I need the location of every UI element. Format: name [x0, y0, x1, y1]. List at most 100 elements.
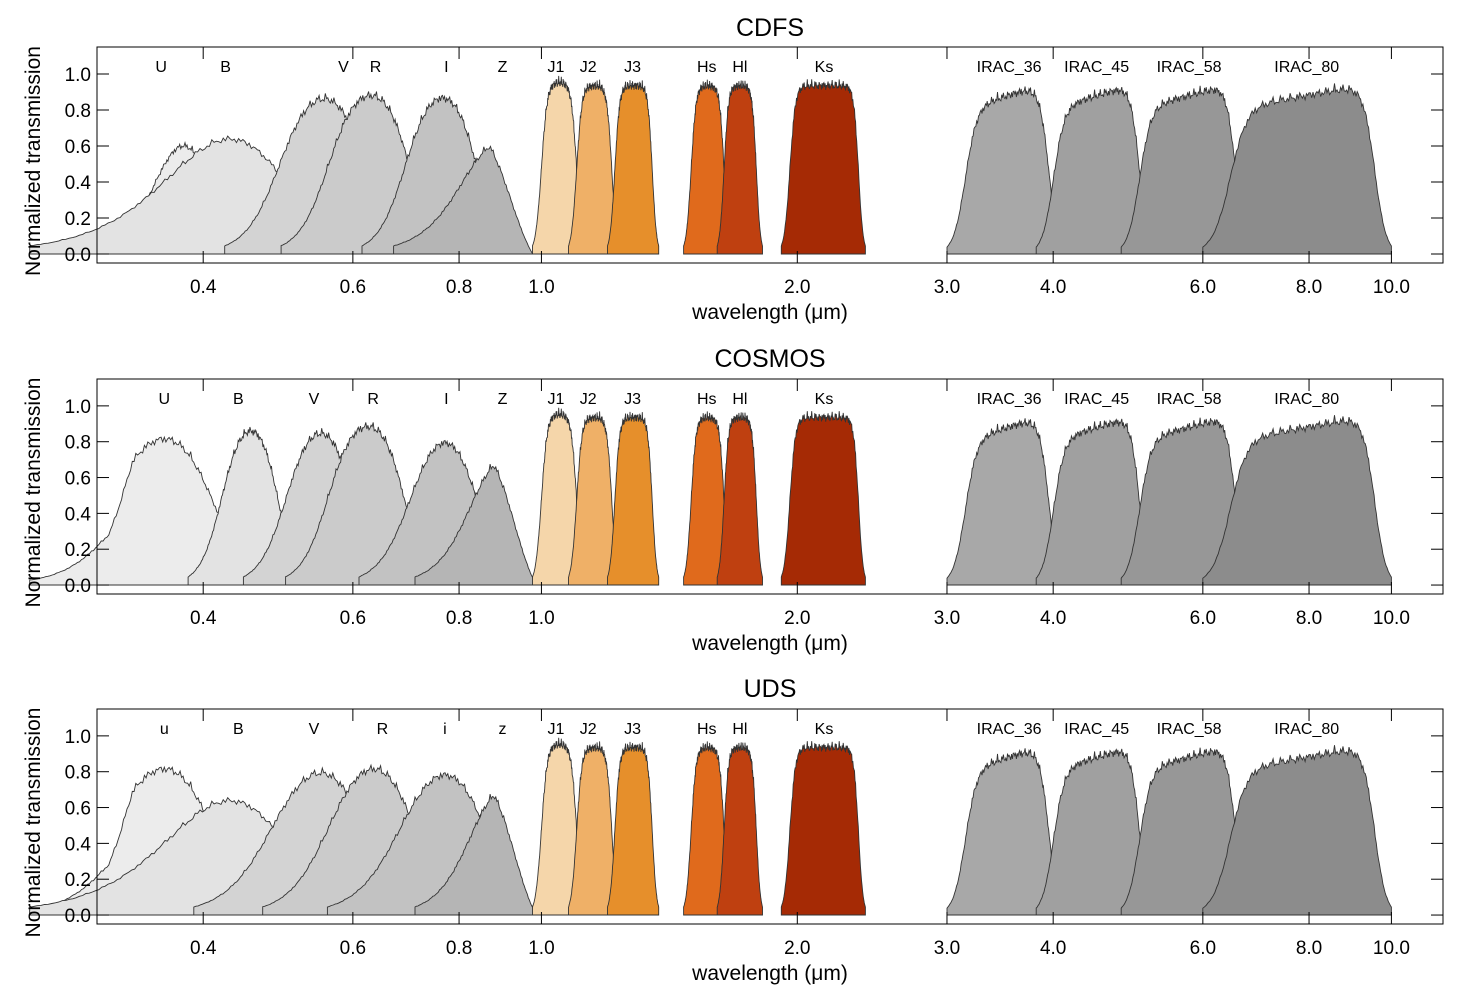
y-tick-label: 0.8	[65, 763, 91, 784]
x-tick-label: 0.6	[340, 608, 366, 629]
y-tick-label: 1.0	[65, 727, 91, 748]
filter-label-hl: Hl	[732, 59, 747, 76]
y-ticks: 0.0 0.2 0.4 0.6 0.8 1.0	[65, 65, 1443, 266]
filter-label-b: B	[233, 391, 244, 408]
x-tick-label: 6.0	[1190, 608, 1216, 629]
filter-labels: U B V R I Z J1 J2 J3 Hs Hl Ks IRAC_36 IRAC_45 IRAC_58 I…	[159, 391, 1340, 408]
filter-curve-irac_58	[1120, 747, 1249, 916]
filter-label-j1: J1	[547, 59, 564, 76]
filter-label-b: B	[220, 59, 231, 76]
y-tick-label: 0.4	[65, 173, 92, 194]
filter-curve-irac_45	[1035, 86, 1153, 255]
filter-curve-hl	[716, 80, 763, 255]
filter-label-irac_45: IRAC_45	[1064, 391, 1129, 408]
y-axis-label: Normalized transmission	[22, 708, 45, 938]
filter-label-r: R	[377, 721, 389, 738]
y-tick-label: 0.0	[65, 245, 91, 266]
panel-cosmos: 0.0 0.2 0.4 0.6 0.8 1.0 0.4 0.6 0.8 1.0 2.0 3.0 4.0 6…	[22, 345, 1444, 655]
x-tick-label: 8.0	[1296, 938, 1322, 959]
filter-label-j2: J2	[580, 721, 597, 738]
filter-label-irac_80: IRAC_80	[1274, 59, 1339, 76]
filter-curve-irac_80	[1202, 745, 1392, 916]
filter-label-u: U	[159, 391, 171, 408]
x-ticks: 0.4 0.6 0.8 1.0 2.0 3.0 4.0 6.0 8.0 10.0	[190, 47, 1410, 298]
filter-label-u: U	[155, 59, 167, 76]
filter-curves	[29, 737, 1392, 916]
x-tick-label: 4.0	[1040, 938, 1066, 959]
filter-curve-ks	[780, 79, 866, 255]
x-tick-label: 10.0	[1373, 277, 1410, 298]
y-tick-label: 0.6	[65, 137, 91, 158]
filter-label-irac_58: IRAC_58	[1157, 391, 1222, 408]
filter-labels: U B V R I Z J1 J2 J3 Hs Hl Ks IRAC_36 IRAC_45 IRAC_58 I…	[155, 59, 1339, 76]
x-tick-label: 6.0	[1190, 277, 1216, 298]
x-tick-label: 2.0	[784, 938, 810, 959]
x-axis-label: wavelength (μm)	[691, 301, 848, 324]
filter-curve-irac_45	[1035, 418, 1153, 586]
filter-label-ks: Ks	[815, 721, 834, 738]
x-tick-label: 2.0	[784, 277, 810, 298]
filter-curve-j3	[607, 80, 660, 255]
x-tick-label: 8.0	[1296, 608, 1322, 629]
y-tick-label: 0.8	[65, 433, 91, 454]
filter-label-j3: J3	[624, 721, 641, 738]
filter-curve-irac_80	[1202, 83, 1392, 255]
filter-curve-j2	[568, 741, 620, 916]
y-tick-label: 0.2	[65, 540, 91, 561]
filter-label-hl: Hl	[732, 391, 747, 408]
y-tick-label: 0.2	[65, 870, 91, 891]
filter-curve-irac_36	[946, 418, 1063, 586]
y-tick-label: 0.8	[65, 101, 91, 122]
filter-label-irac_80: IRAC_80	[1274, 721, 1339, 738]
filter-label-irac_36: IRAC_36	[977, 721, 1042, 738]
filter-label-hs: Hs	[697, 721, 717, 738]
x-tick-label: 3.0	[934, 608, 960, 629]
x-tick-label: 3.0	[934, 277, 960, 298]
filter-curve-ks	[780, 411, 866, 586]
filter-curves	[29, 75, 1392, 255]
x-tick-label: 10.0	[1373, 608, 1410, 629]
filter-label-irac_45: IRAC_45	[1064, 721, 1129, 738]
filter-label-v: V	[309, 721, 320, 738]
filter-curve-irac_58	[1120, 85, 1249, 255]
plot-frame	[96, 708, 1444, 925]
x-tick-label: 4.0	[1040, 608, 1066, 629]
filter-curve-irac_58	[1120, 417, 1249, 586]
filter-label-ks: Ks	[815, 59, 834, 76]
x-tick-label: 0.4	[190, 938, 217, 959]
filter-label-v: V	[309, 391, 320, 408]
x-tick-label: 2.0	[784, 608, 810, 629]
x-tick-label: 8.0	[1296, 277, 1322, 298]
filter-curve-j2	[568, 79, 620, 255]
y-tick-label: 0.0	[65, 906, 91, 927]
x-tick-label: 3.0	[934, 938, 960, 959]
filter-curve-irac_45	[1035, 748, 1153, 916]
x-tick-label: 0.8	[446, 277, 472, 298]
y-ticks: 0.0 0.2 0.4 0.6 0.8 1.0	[65, 727, 1443, 927]
filter-label-r: R	[367, 391, 379, 408]
filter-label-b: B	[233, 721, 244, 738]
panel-uds: 0.0 0.2 0.4 0.6 0.8 1.0 0.4 0.6 0.8 1.0 2.0 3.0 4.0 6…	[22, 675, 1444, 985]
x-tick-label: 0.4	[190, 608, 217, 629]
filter-label-hs: Hs	[697, 391, 717, 408]
filter-label-irac_58: IRAC_58	[1157, 721, 1222, 738]
panel-title: COSMOS	[714, 345, 825, 373]
filter-label-j1: J1	[547, 721, 564, 738]
filter-label-j3: J3	[624, 59, 641, 76]
x-tick-label: 1.0	[528, 608, 554, 629]
filter-curve-hs	[683, 411, 732, 586]
x-axis-label: wavelength (μm)	[691, 632, 848, 655]
y-axis-label: Normalized transmission	[22, 46, 45, 276]
filter-curve-hs	[683, 79, 732, 255]
x-axis-label: wavelength (μm)	[691, 962, 848, 985]
filter-curve-irac_36	[946, 748, 1063, 916]
filter-label-j2: J2	[580, 59, 597, 76]
filter-curves	[29, 407, 1392, 586]
x-tick-label: 0.8	[446, 608, 472, 629]
filter-label-z: Z	[498, 391, 508, 408]
filter-label-r: R	[370, 59, 382, 76]
x-tick-label: 1.0	[528, 938, 554, 959]
filter-label-v: V	[338, 59, 349, 76]
y-tick-label: 0.0	[65, 576, 91, 597]
